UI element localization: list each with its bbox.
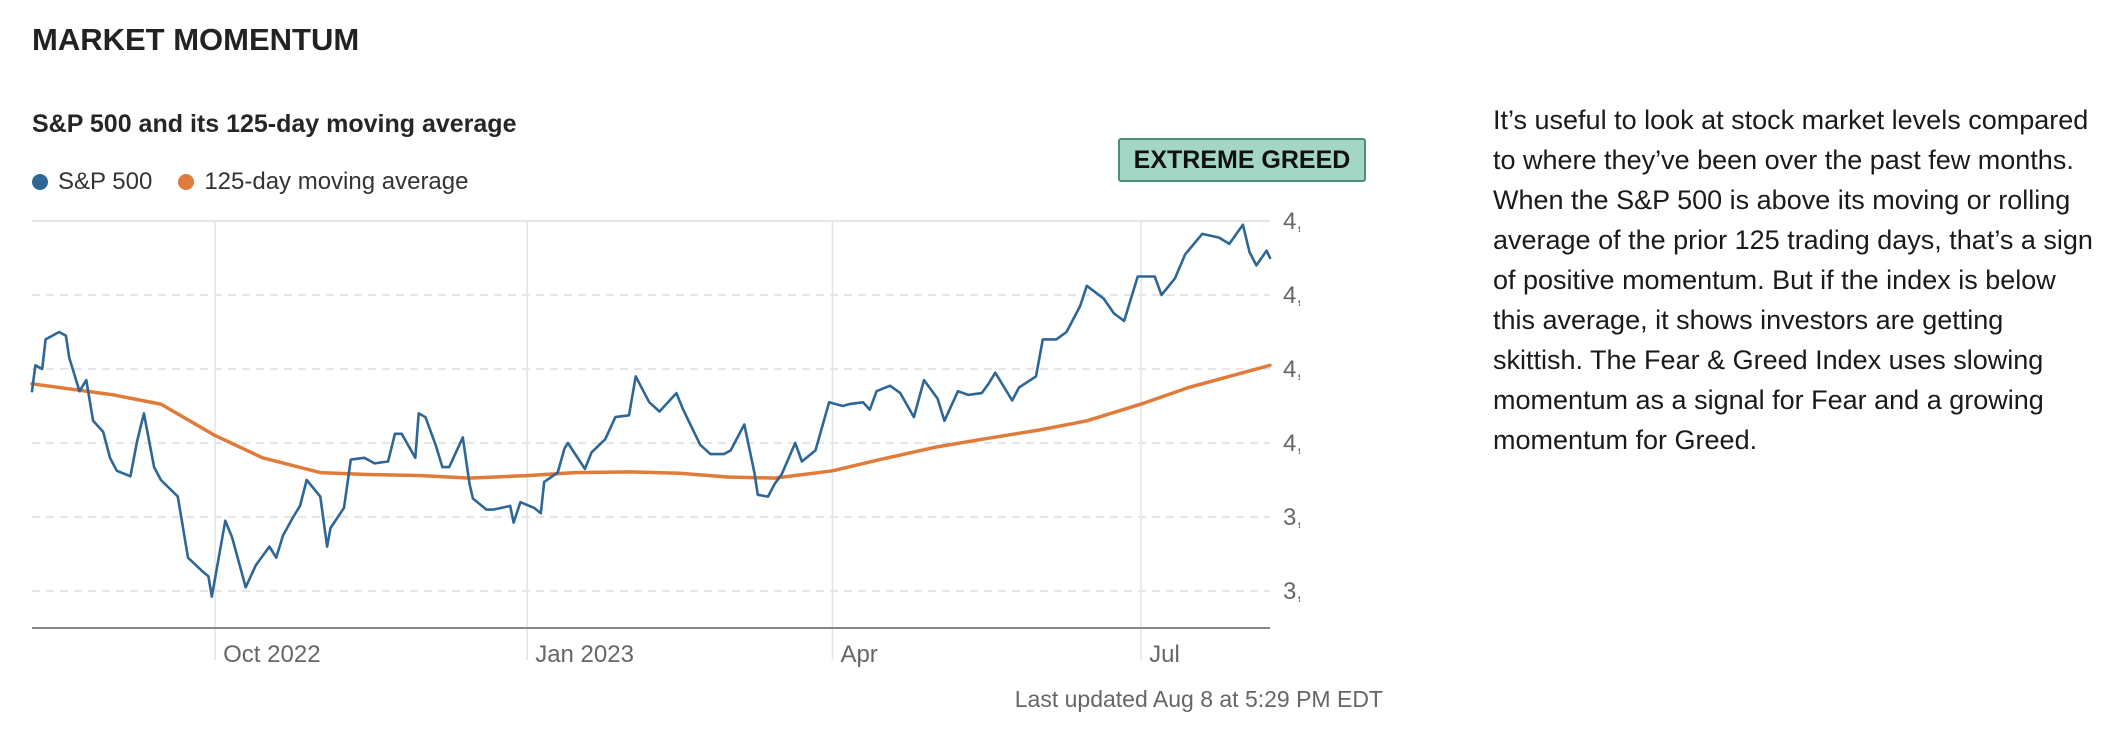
y-tick-label: 4,200.00 [1283, 356, 1300, 383]
legend-label: 125-day moving average [204, 168, 469, 195]
y-tick-label: 3,600.00 [1283, 578, 1300, 605]
legend-label: S&P 500 [58, 168, 153, 195]
y-tick-label: 4,400.00 [1283, 282, 1300, 309]
legend-dot-icon [32, 174, 48, 190]
chart-legend: S&P 500 125-day moving average [32, 168, 468, 196]
x-tick-label: Oct 2022 [223, 641, 320, 668]
y-tick-label: 4,000.00 [1283, 430, 1300, 457]
x-tick-label: Jan 2023 [535, 641, 634, 668]
x-tick-label: Apr [840, 641, 877, 668]
y-tick-label: 3,800.00 [1283, 504, 1300, 531]
legend-item-sp500[interactable]: S&P 500 [32, 168, 152, 196]
last-updated: Last updated Aug 8 at 5:29 PM EDT [1014, 686, 1383, 712]
section-title: MARKET MOMENTUM [32, 22, 360, 57]
legend-item-moving-average[interactable]: 125-day moving average [178, 168, 468, 196]
chart-title: S&P 500 and its 125-day moving average [32, 110, 517, 138]
x-tick-label: Jul [1149, 641, 1180, 668]
line-chart: 3,600.00 3,800.00 4,000.00 4,200.00 4,400.00… [30, 208, 1300, 668]
sp500-line [30, 223, 1272, 598]
sentiment-badge: EXTREME GREED [1118, 138, 1366, 182]
description-text: It’s useful to look at stock market leve… [1493, 105, 2093, 455]
y-tick-label: 4,600.00 [1283, 208, 1300, 235]
legend-dot-icon [178, 174, 195, 190]
moving-average-line [30, 363, 1272, 480]
